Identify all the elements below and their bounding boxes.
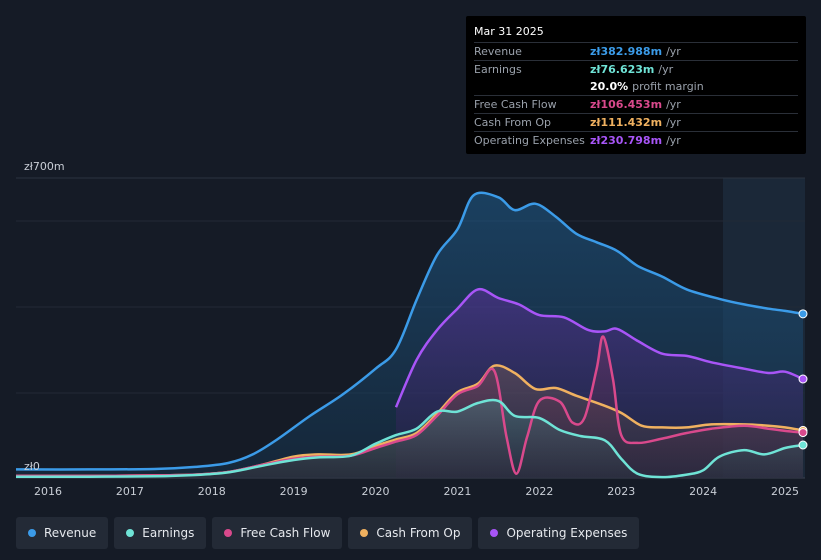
tooltip-row-value: zł382.988m [590,45,663,58]
tooltip-row-value: zł230.798m [590,134,663,147]
legend-dot-icon [490,529,499,537]
tooltip-date: Mar 31 2025 [474,25,544,38]
tooltip-row-unit: profit margin [632,80,704,93]
tooltip-row-label: Free Cash Flow [474,98,557,111]
operating-expenses-line [394,287,804,408]
tooltip-row-label: Cash From Op [474,116,552,129]
y-axis-bottom-label: zł0 [24,460,40,473]
free-cash-flow-end-dot [798,428,808,438]
x-tick-label-2019: 2019 [280,485,308,498]
x-tick-label-2022: 2022 [525,485,553,498]
x-tick-label-2025: 2025 [771,485,799,498]
x-tick-label-2018: 2018 [198,485,226,498]
tooltip-row-unit: /yr [666,98,681,111]
tooltip-rows: Revenue zł382.988m/yr Earnings zł76.623m/yr… [474,42,798,149]
operating-expenses-end-dot [798,374,808,384]
x-tick-label-2024: 2024 [689,485,717,498]
tooltip-row-label: Operating Expenses [474,134,585,147]
tooltip-row-unit: /yr [666,134,681,147]
tooltip-row-value: zł106.453m [590,98,663,111]
tooltip-row-unit: /yr [658,63,674,76]
tooltip-row: Free Cash Flow zł106.453m/yr [474,95,798,113]
x-axis-ticks: 2016 2017 2018 2019 2020 2021 2022 2023 2024 2025 [34,485,799,498]
tooltip-row-value: zł111.432m [590,116,663,129]
x-tick-label-2017: 2017 [116,485,144,498]
legend-dot-icon [126,529,135,537]
x-tick-label-2021: 2021 [443,485,471,498]
tooltip-row-value: 20.0% [590,80,629,93]
x-tick-label-2020: 2020 [362,485,390,498]
legend-item-operating-expenses[interactable]: Operating Expenses [478,517,640,549]
tooltip-row: Revenue zł382.988m/yr [474,42,798,60]
y-axis-top-label: zł700m [24,160,65,173]
revenue-end-dot [798,309,808,319]
tooltip-row-unit: /yr [666,116,681,129]
tooltip-row: Cash From Op zł111.432m/yr [474,113,798,131]
legend-item-cash-from-op[interactable]: Cash From Op [348,517,473,549]
tooltip-row-label: Earnings [474,63,522,76]
series-end-dots [798,309,808,450]
legend-dot-icon [360,529,369,537]
tooltip-row-value: zł76.623m [590,63,655,76]
tooltip-row-label: Revenue [474,45,522,58]
legend-dot-icon [28,529,36,537]
earnings-line [15,398,804,479]
legend-item-revenue[interactable]: Revenue [16,517,109,549]
series-lines [15,191,804,479]
legend-item-earnings[interactable]: Earnings [114,517,207,549]
tooltip-panel: Mar 31 2025 Revenue zł382.988m/yr Earnings… [466,16,806,154]
legend-item-label: Free Cash Flow [240,526,331,540]
revenue-line [15,191,804,471]
legend-item-label: Operating Expenses [506,526,628,540]
legend-dot-icon [224,529,233,537]
earnings-end-dot [798,440,808,450]
legend-item-label: Earnings [142,526,195,540]
tooltip-row: Operating Expenses zł230.798m/yr [474,131,798,149]
legend-item-label: Cash From Op [376,526,461,540]
tooltip-row: Earnings zł76.623m/yr [474,60,798,78]
legend: Revenue Earnings Free Cash Flow Cash From O… [16,517,640,549]
legend-item-free-cash-flow[interactable]: Free Cash Flow [212,517,343,549]
tooltip-row-unit: /yr [666,45,681,58]
tooltip-row: 20.0% profit margin [474,78,798,95]
x-tick-label-2016: 2016 [34,485,62,498]
tooltip-row-label [474,78,590,95]
x-tick-label-2023: 2023 [607,485,635,498]
legend-item-label: Revenue [44,526,97,540]
